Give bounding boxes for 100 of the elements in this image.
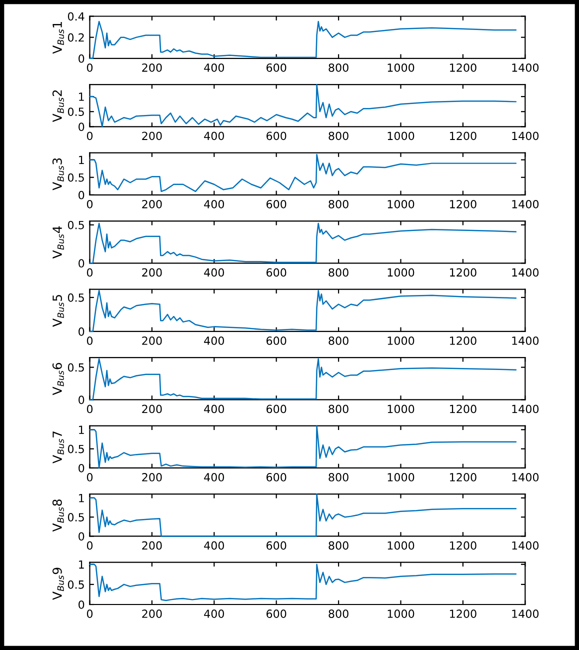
- x-tick-label: 1400: [512, 268, 539, 277]
- x-tick-label: 600: [266, 336, 286, 345]
- y-tick-label: 0.5: [68, 363, 84, 372]
- x-tick-label: 400: [204, 610, 224, 618]
- y-tick-label: 0.2: [68, 33, 84, 42]
- x-tick-label: 1400: [512, 404, 539, 414]
- y-tick-label: 0: [78, 122, 84, 132]
- x-tick-label: 0: [86, 404, 93, 414]
- y-tick-label: 0.5: [68, 513, 84, 522]
- y-tick-label: 1: [79, 92, 84, 101]
- y-tick-label: 1: [79, 494, 84, 502]
- y-tick-label: 0: [78, 396, 84, 404]
- x-tick-label: 1200: [450, 268, 476, 277]
- x-tick-label: 1000: [388, 610, 414, 618]
- x-tick-label: 1200: [450, 132, 476, 140]
- x-tick-label: 1400: [512, 541, 539, 550]
- line-series: [89, 290, 516, 332]
- y-tick-label: 0: [78, 54, 84, 63]
- x-tick-label: 0: [86, 268, 93, 277]
- x-tick-label: 200: [142, 268, 162, 277]
- y-axis-title: V$_{Bus}$8: [52, 500, 64, 532]
- x-tick-label: 1000: [388, 200, 414, 208]
- x-tick-label: 0: [86, 336, 93, 345]
- x-tick-label: 1200: [450, 63, 476, 72]
- x-tick-label: 400: [204, 200, 224, 208]
- x-tick-label: 0: [86, 541, 93, 550]
- line-series: [89, 358, 516, 400]
- line-series: [89, 222, 516, 264]
- x-tick-label: 1400: [512, 336, 539, 345]
- y-tick-label: 0: [78, 327, 84, 336]
- x-tick-label: 200: [142, 610, 162, 618]
- x-tick-label: 1400: [512, 610, 539, 618]
- x-tick-label: 1400: [512, 200, 539, 208]
- x-tick-label: 400: [204, 63, 224, 72]
- x-tick-label: 1400: [512, 132, 539, 140]
- y-tick-label: 0: [78, 600, 84, 609]
- x-tick-label: 200: [142, 63, 162, 72]
- x-tick-label: 600: [266, 473, 286, 482]
- y-tick-label: 0.4: [68, 12, 84, 21]
- y-axis-title: V$_{Bus}$4: [52, 226, 64, 259]
- x-tick-label: 800: [328, 541, 348, 550]
- x-tick-label: 400: [204, 473, 224, 482]
- x-tick-label: 1000: [388, 132, 414, 140]
- x-tick-label: 1000: [388, 404, 414, 414]
- y-axis-title: V$_{Bus}$9: [52, 568, 64, 600]
- x-tick-label: 0: [86, 473, 93, 482]
- x-tick-label: 800: [328, 473, 348, 482]
- x-tick-label: 200: [142, 541, 162, 550]
- x-tick-label: 1200: [450, 541, 476, 550]
- x-tick-label: 0: [86, 63, 93, 72]
- x-tick-label: 400: [204, 404, 224, 414]
- x-tick-label: 1000: [388, 336, 414, 345]
- y-axis-title: V$_{Bus}$1: [52, 22, 64, 54]
- x-tick-label: 200: [142, 404, 162, 414]
- x-tick-label: 600: [266, 132, 286, 140]
- y-tick-label: 0: [78, 532, 84, 541]
- x-tick-label: 800: [328, 268, 348, 277]
- y-axis-title: V$_{Bus}$6: [52, 362, 64, 396]
- x-tick-label: 1000: [388, 63, 414, 72]
- line-series: [89, 20, 516, 60]
- line-series: [89, 564, 516, 602]
- y-tick-label: 0.5: [68, 580, 84, 589]
- line-series: [89, 493, 516, 537]
- x-tick-label: 1200: [450, 473, 476, 482]
- x-tick-label: 600: [266, 63, 286, 72]
- x-tick-label: 400: [204, 132, 224, 140]
- x-tick-label: 1400: [512, 63, 539, 72]
- x-tick-label: 600: [266, 541, 286, 550]
- x-tick-label: 400: [204, 336, 224, 345]
- y-tick-label: 0: [78, 464, 84, 472]
- x-tick-label: 200: [142, 473, 162, 482]
- x-tick-label: 800: [328, 132, 348, 140]
- x-tick-label: 600: [266, 200, 286, 208]
- x-tick-label: 600: [266, 268, 286, 277]
- x-tick-label: 800: [328, 404, 348, 414]
- x-tick-label: 0: [86, 610, 93, 618]
- y-tick-label: 1: [79, 156, 84, 164]
- x-tick-label: 800: [328, 200, 348, 208]
- y-tick-label: 1: [79, 426, 84, 434]
- x-tick-label: 600: [266, 610, 286, 618]
- y-tick-label: 0.5: [68, 220, 84, 230]
- x-tick-label: 1200: [450, 610, 476, 618]
- x-tick-label: 400: [204, 541, 224, 550]
- x-tick-label: 200: [142, 336, 162, 345]
- x-tick-label: 800: [328, 610, 348, 618]
- y-tick-label: 0.5: [68, 108, 84, 116]
- line-series: [89, 84, 516, 128]
- y-axis-title: V$_{Bus}$5: [52, 294, 64, 327]
- line-series: [89, 154, 516, 192]
- y-axis-title: V$_{Bus}$7: [52, 431, 64, 464]
- x-tick-label: 200: [142, 200, 162, 208]
- y-tick-label: 0.5: [68, 444, 84, 454]
- x-tick-label: 800: [328, 63, 348, 72]
- y-tick-label: 0: [78, 190, 84, 200]
- y-tick-label: 0: [78, 259, 84, 268]
- x-tick-label: 1400: [512, 473, 539, 482]
- x-tick-label: 200: [142, 132, 162, 140]
- x-tick-label: 400: [204, 268, 224, 277]
- x-tick-label: 0: [86, 200, 93, 208]
- x-tick-label: 1000: [388, 473, 414, 482]
